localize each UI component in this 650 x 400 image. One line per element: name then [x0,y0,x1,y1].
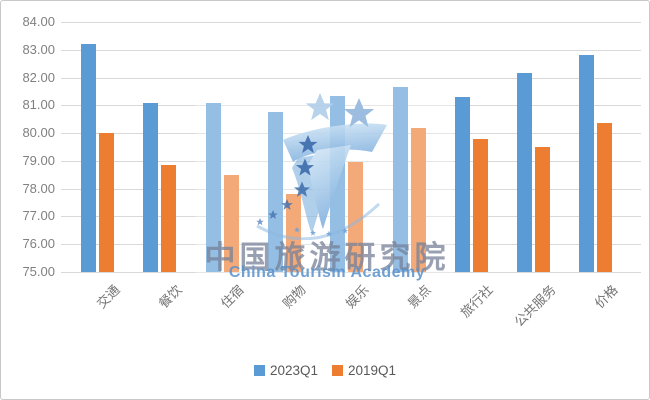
bar-2019Q1-价格 [597,123,613,272]
x-axis-category-label: 餐饮 [155,282,185,312]
bar-2023Q1-餐饮 [143,102,159,272]
y-axis-tick-label: 84.00 [22,14,55,29]
legend-swatch-2019q1-icon [332,365,343,376]
y-axis-tick-label: 82.00 [22,69,55,85]
legend-label-2023q1: 2023Q1 [269,363,318,378]
watermark-overlay [196,86,454,293]
chart-legend: 2023Q1 2019Q1 [1,363,649,378]
bar-2019Q1-住宿 [223,174,239,272]
x-axis-category-label: 交通 [93,282,123,312]
x-axis-category-label: 价格 [591,282,621,312]
bar-2019Q1-交通 [99,133,114,272]
y-axis-tick-label: 79.00 [22,152,55,168]
bar-2023Q1-旅行社 [454,97,470,272]
y-axis-tick-label: 75.00 [22,264,55,279]
y-axis-tick-label: 77.00 [22,208,55,224]
bar-2019Q1-公共服务 [535,147,551,272]
bar-2023Q1-价格 [579,55,595,272]
bar-2023Q1-景点 [392,87,408,272]
bar-2019Q1-景点 [410,127,426,272]
x-axis-category-label: 旅行社 [457,282,497,321]
y-axis-tick-label: 83.00 [22,41,55,57]
legend-swatch-2023q1-icon [253,365,265,376]
gridline [61,49,641,51]
x-axis-category-label: 公共服务 [510,282,559,330]
legend-label-2019q1: 2019Q1 [348,363,397,378]
bar-2023Q1-公共服务 [517,73,533,272]
gridline [61,22,641,23]
y-axis-tick-label: 81.00 [22,97,55,113]
gridline [61,77,641,79]
gridline [61,272,641,273]
y-axis-tick-label: 80.00 [22,125,55,141]
y-axis-tick-label: 76.00 [22,236,55,252]
legend-item-2023q1: 2023Q1 [253,363,318,378]
bar-2019Q1-旅行社 [472,138,488,272]
legend-item-2019q1: 2019Q1 [332,363,396,378]
y-axis-tick-label: 78.00 [22,180,55,196]
bar-2023Q1-住宿 [205,102,221,272]
bar-2019Q1-餐饮 [161,165,177,272]
bar-2023Q1-交通 [81,44,96,272]
